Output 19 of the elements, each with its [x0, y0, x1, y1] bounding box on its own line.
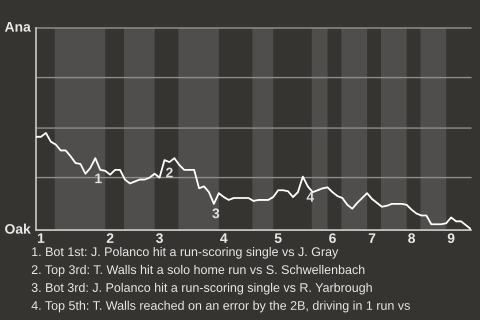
text: 3. Bot 3rd: J. Polanco hit a run-scoring single vs R. Yarbrough	[32, 282, 372, 294]
text: 4. Top 5th: T. Walls reached on an error by the 2B, driving in 1 run vs	[31, 300, 410, 312]
text: 2. Top 3rd: T. Walls hit a solo home run vs S. Schwellenbach	[32, 264, 364, 277]
annotation: 4	[306, 192, 314, 202]
annotation: 3	[212, 208, 220, 218]
ref-line-label: Oak	[5, 224, 31, 234]
annotation: 2	[166, 168, 173, 178]
x-tick-label: 8	[408, 233, 416, 244]
annotation: 1	[95, 174, 102, 184]
x-tick-label: 4	[220, 233, 228, 243]
x-tick-label: 9	[448, 233, 454, 244]
x-tick-label: 3	[156, 233, 163, 244]
x-tick-label: 2	[106, 233, 114, 243]
x-tick-label: 6	[329, 233, 336, 244]
x-tick-label: 7	[368, 233, 376, 243]
x-tick-label: 5	[274, 233, 282, 244]
text: 1. Bot 1st: J. Polanco hit a run-scoring single vs J. Gray	[32, 246, 338, 259]
ref-line-label: Ana	[4, 22, 31, 32]
x-tick-label: 1	[38, 233, 44, 243]
